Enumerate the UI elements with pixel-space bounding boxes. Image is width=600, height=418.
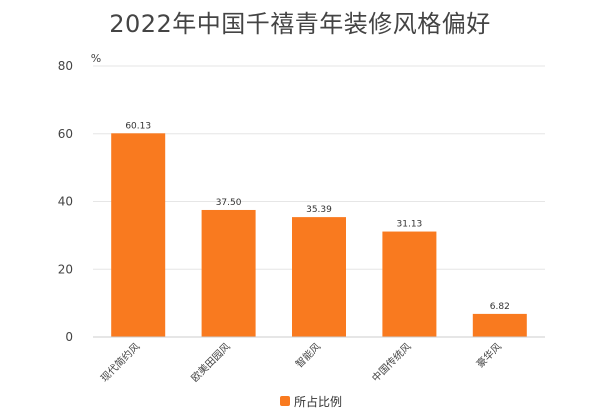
x-tick-label: 现代简约风 <box>98 340 143 385</box>
legend[interactable]: 所占比例 <box>280 391 342 411</box>
legend-label: 所占比例 <box>294 394 343 409</box>
bar-value-label: 6.82 <box>490 302 510 312</box>
bar <box>111 133 166 337</box>
bar-value-label: 35.39 <box>306 205 332 215</box>
chart-title: 2022年中国千禧青年装修风格偏好 <box>109 10 491 38</box>
y-tick-label: 0 <box>65 330 73 344</box>
y-tick-label: 40 <box>58 195 73 209</box>
y-axis-unit-label: % <box>91 52 101 65</box>
bar <box>382 231 437 337</box>
bar <box>292 217 346 337</box>
bar-value-label: 60.13 <box>125 121 151 131</box>
bar <box>472 313 527 337</box>
x-tick-label: 欧美田园风 <box>188 340 233 385</box>
y-tick-label: 60 <box>58 127 73 141</box>
legend-swatch <box>280 396 290 406</box>
bar-value-label: 37.50 <box>216 198 242 208</box>
bar <box>201 209 256 337</box>
x-tick-label: 豪华风 <box>474 340 504 370</box>
y-tick-label: 20 <box>58 262 73 276</box>
x-tick-label: 中国传统风 <box>369 340 414 385</box>
y-tick-label: 80 <box>58 59 73 73</box>
bar-value-label: 31.13 <box>397 220 423 230</box>
x-tick-label: 智能风 <box>293 340 323 370</box>
